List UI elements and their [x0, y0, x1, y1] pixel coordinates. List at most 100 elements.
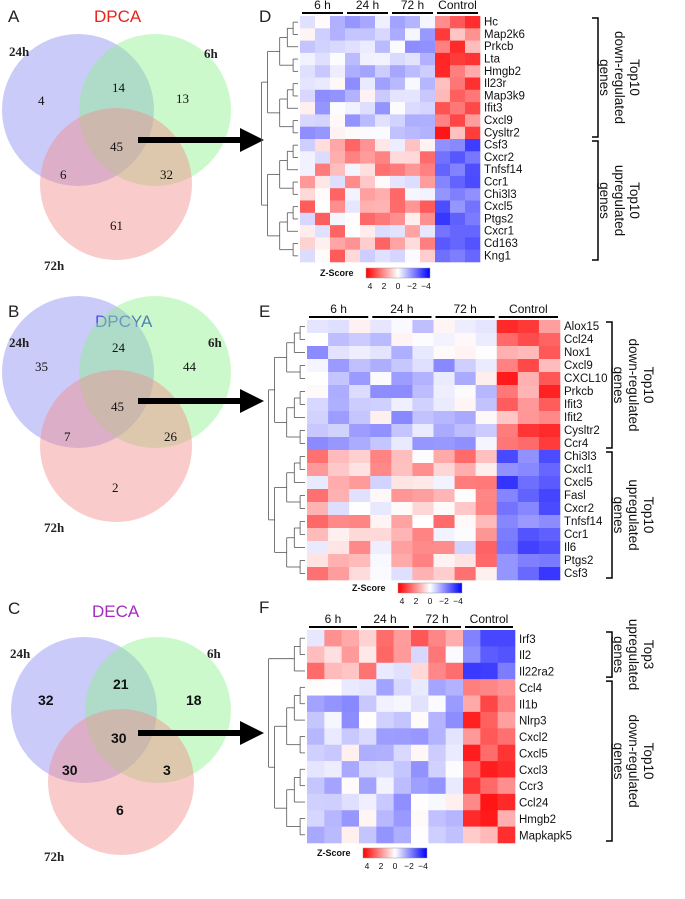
heatmap-cell: [465, 40, 481, 54]
heatmap-cell: [517, 372, 540, 386]
heatmap-cell: [405, 52, 421, 66]
venn-count-6h-only: 13: [176, 91, 189, 106]
heatmap-cell: [433, 437, 455, 451]
venn-count-6h-only: 44: [183, 359, 197, 374]
heatmap-cell: [375, 139, 391, 152]
heatmap-cell: [480, 793, 498, 811]
heatmap-cell: [307, 437, 329, 451]
heatmap-cell: [330, 225, 346, 238]
heatmap-cell: [412, 372, 434, 386]
heatmap-cell: [475, 502, 498, 516]
heatmap-cell: [307, 695, 325, 713]
heatmap-cell: [390, 175, 406, 189]
zscore-tick: 2: [379, 861, 384, 871]
heatmap-cell: [341, 728, 360, 745]
heatmap-cell: [435, 28, 451, 41]
heatmap-cell: [307, 346, 329, 360]
heatmap-cell: [376, 793, 394, 811]
heatmap-cell: [375, 28, 391, 41]
venn-count-24h-only: 4: [38, 93, 45, 108]
heatmap-cell: [315, 102, 331, 115]
heatmap-cell: [345, 225, 361, 238]
bracket-label-line: genes: [597, 59, 612, 96]
heatmap-cell: [497, 679, 516, 696]
heatmap-cell: [376, 744, 394, 762]
group-label: 72 h: [401, 0, 424, 12]
group-label: 6 h: [330, 302, 347, 316]
heatmap-cell: [300, 139, 316, 152]
heatmap-cell: [463, 630, 481, 647]
heatmap-cell: [433, 489, 455, 503]
heatmap-cell: [450, 212, 466, 226]
heatmap-cell: [428, 744, 446, 762]
venn-count-6h-72h: 32: [160, 167, 173, 182]
heatmap-cell: [450, 16, 466, 29]
heatmap-cell: [420, 151, 436, 164]
heatmap-cell: [315, 163, 331, 177]
heatmap-cell: [517, 320, 540, 334]
heatmap-cell: [375, 151, 391, 164]
heatmap-cell: [307, 777, 325, 795]
heatmap-cell: [428, 630, 446, 647]
heatmap-cell: [360, 188, 376, 201]
heatmap-cell: [465, 89, 481, 103]
heatmap-cell: [463, 711, 481, 729]
heatmap-cell: [405, 16, 421, 29]
venn-count-24h-72h: 6: [60, 167, 67, 182]
gene-label: Ccr1: [564, 529, 588, 541]
heatmap-cell: [428, 793, 446, 811]
heatmap-cell: [435, 16, 451, 29]
heatmap-cell: [330, 65, 346, 78]
heatmap-cell: [360, 126, 376, 140]
heatmap-cell: [328, 515, 350, 529]
heatmap-cell: [496, 554, 519, 568]
heatmap-cell: [517, 450, 540, 464]
heatmap-cell: [538, 398, 561, 412]
heatmap-cell: [324, 810, 342, 827]
group-label: Control: [509, 302, 548, 316]
heatmap-cell: [360, 200, 376, 214]
heatmap-cell: [517, 567, 540, 581]
heatmap-cell: [341, 826, 360, 844]
heatmap-cell: [475, 554, 498, 568]
heatmap-cell: [315, 89, 331, 103]
heatmap-cell: [315, 16, 331, 29]
heatmap-cell: [307, 567, 329, 581]
heatmap-cell: [433, 320, 455, 334]
heatmap-cell: [465, 237, 481, 250]
heatmap-cell: [307, 646, 325, 664]
heatmap-cell: [391, 346, 413, 360]
heatmap-cell: [315, 225, 331, 238]
heatmap-cell: [349, 554, 371, 568]
heatmap-cell: [435, 65, 451, 78]
bracket-label-line: genes: [611, 743, 626, 780]
gene-label: Map3k9: [484, 90, 525, 102]
heatmap-cell: [328, 489, 350, 503]
heatmap-cell: [538, 554, 561, 568]
venn-set-label-24h: 24h: [10, 646, 31, 661]
zscore-label: Z-Score: [352, 583, 386, 593]
heatmap-cell: [450, 52, 466, 66]
heatmap-cell: [370, 489, 392, 503]
heatmap-cell: [497, 646, 516, 664]
heatmap-cell: [475, 359, 498, 373]
heatmap-cell: [497, 695, 516, 713]
heatmap-cell: [465, 52, 481, 66]
gene-label: Hmgb2: [519, 814, 556, 826]
heatmap-cell: [375, 16, 391, 29]
heatmap-cell: [497, 728, 516, 745]
heatmap-cell: [349, 489, 371, 503]
heatmap-cell: [420, 77, 436, 91]
heatmap-cell: [391, 411, 413, 425]
heatmap-cell: [324, 695, 342, 713]
heatmap-cell: [454, 541, 476, 555]
heatmap-cell: [435, 163, 451, 177]
heatmap-cell: [341, 744, 360, 762]
heatmap-cell: [411, 826, 429, 844]
group-bracket: [592, 140, 599, 261]
heatmap-cell: [428, 777, 446, 795]
heatmap-cell: [465, 28, 481, 41]
heatmap-cell: [420, 102, 436, 115]
heatmap-cell: [420, 139, 436, 152]
heatmap-cell: [360, 225, 376, 238]
